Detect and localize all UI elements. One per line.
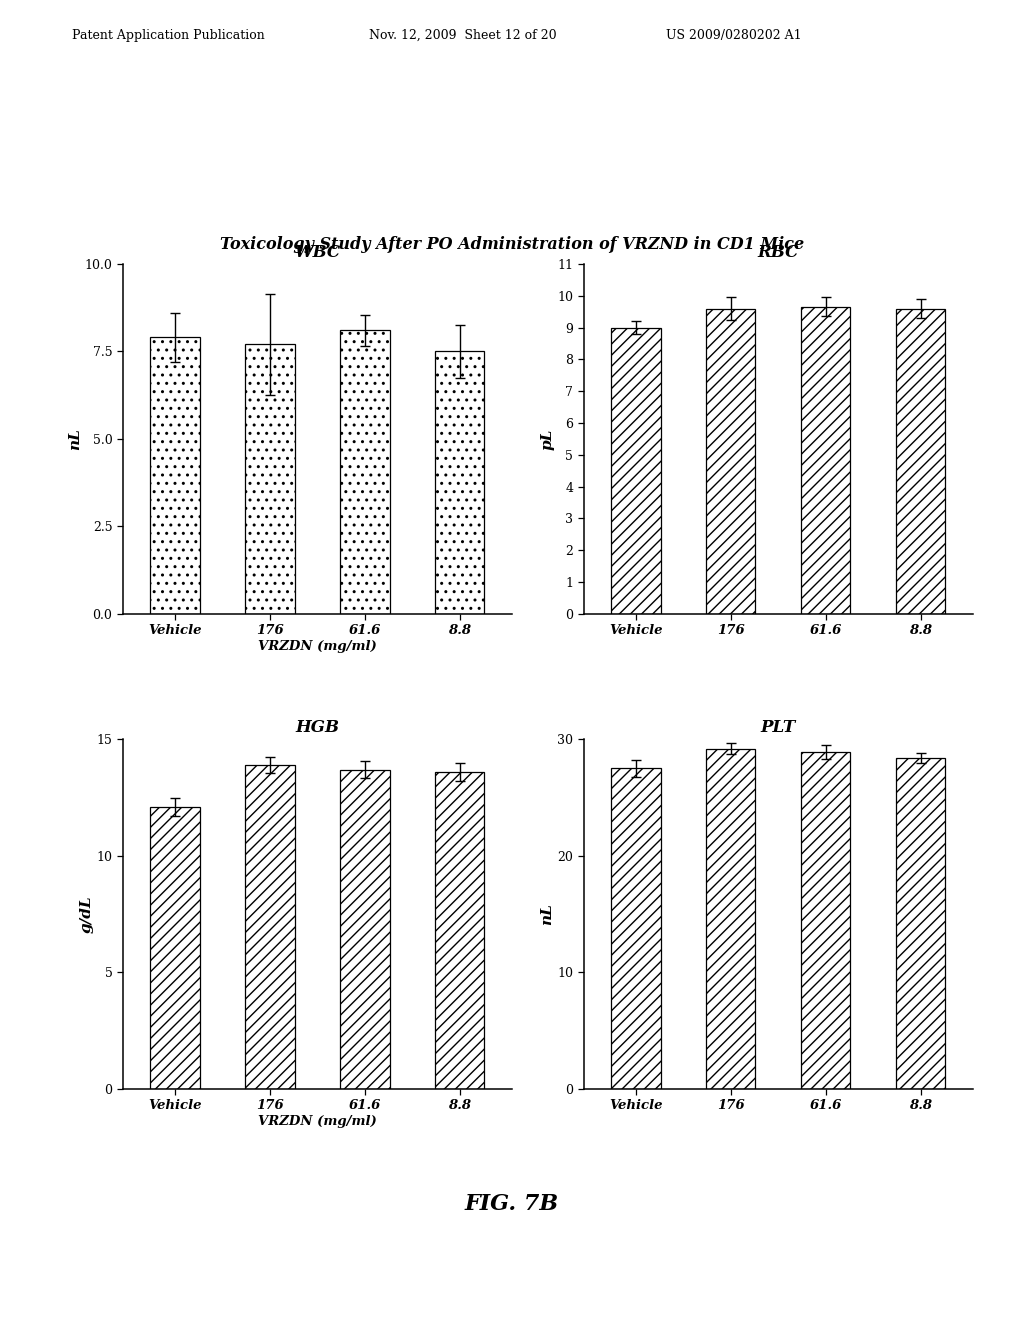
Bar (246, 764, 295, 1089)
Bar (801, 308, 850, 614)
Title: HGB: HGB (296, 719, 339, 737)
Title: WBC: WBC (294, 244, 341, 261)
Bar (801, 752, 850, 1089)
Bar (151, 338, 200, 614)
Text: Toxicology Study After PO Administration of VRZND in CD1 Mice: Toxicology Study After PO Administration… (220, 236, 804, 252)
Bar (707, 748, 756, 1089)
Bar (151, 807, 200, 1089)
Bar (340, 770, 389, 1089)
Bar (896, 758, 945, 1089)
Bar (611, 327, 660, 614)
Text: US 2009/0280202 A1: US 2009/0280202 A1 (666, 29, 801, 42)
Bar (246, 345, 295, 614)
Y-axis label: g/dL: g/dL (80, 895, 93, 933)
Bar (340, 330, 389, 614)
Y-axis label: nL: nL (541, 903, 554, 925)
X-axis label: VRZDN (mg/ml): VRZDN (mg/ml) (258, 1115, 377, 1129)
X-axis label: VRZDN (mg/ml): VRZDN (mg/ml) (258, 640, 377, 653)
Bar (611, 768, 660, 1089)
Bar (707, 309, 756, 614)
Title: RBC: RBC (758, 244, 799, 261)
Bar (896, 309, 945, 614)
Title: PLT: PLT (761, 719, 796, 737)
Y-axis label: nL: nL (68, 428, 82, 450)
Y-axis label: pL: pL (541, 428, 554, 450)
Bar (435, 351, 484, 614)
Bar (435, 772, 484, 1089)
Text: FIG. 7B: FIG. 7B (465, 1193, 559, 1214)
Text: Nov. 12, 2009  Sheet 12 of 20: Nov. 12, 2009 Sheet 12 of 20 (369, 29, 556, 42)
Text: Patent Application Publication: Patent Application Publication (72, 29, 264, 42)
